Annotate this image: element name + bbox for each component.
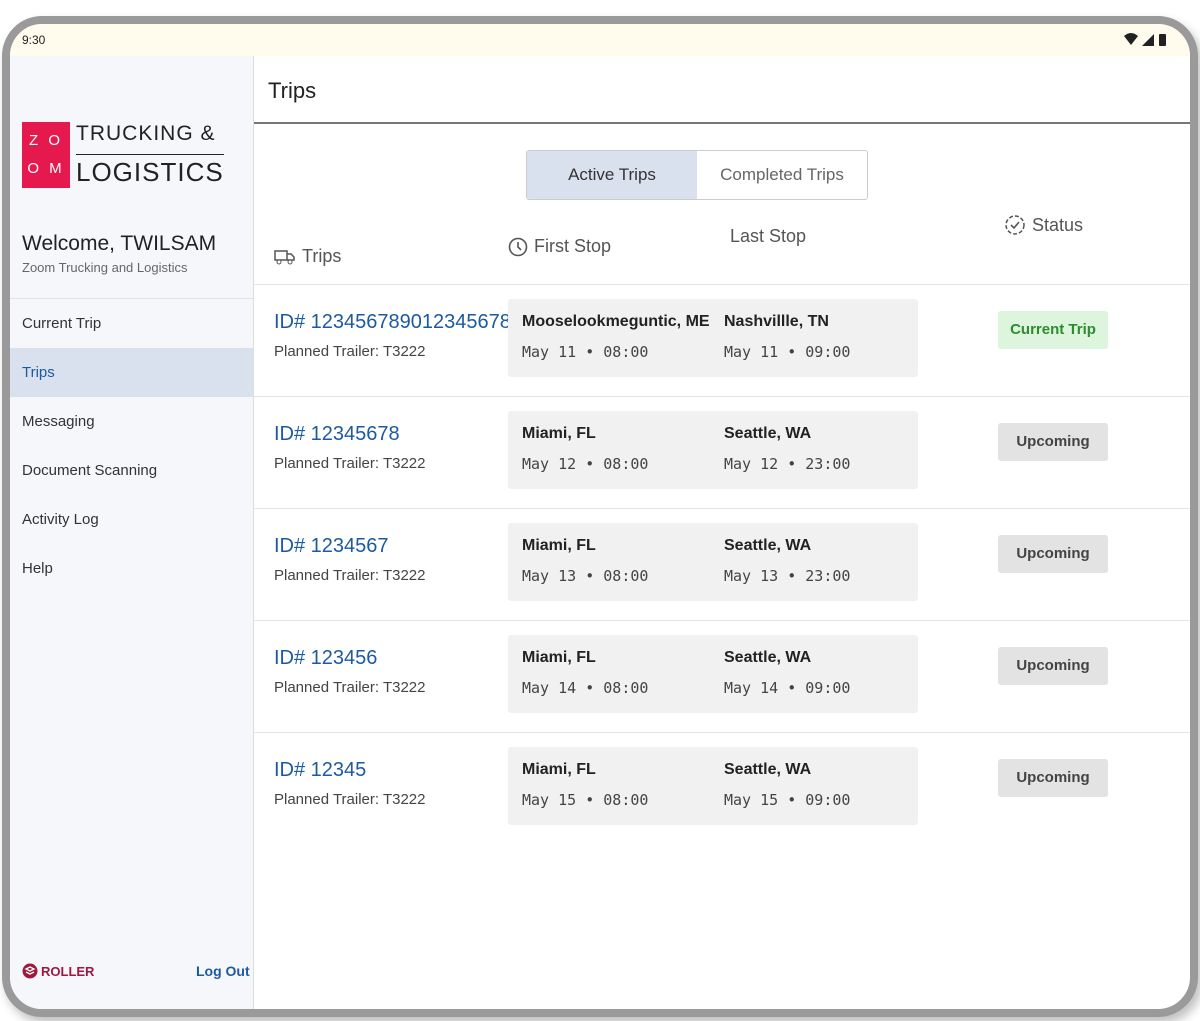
trailer: Planned Trailer: T3222 (274, 455, 426, 472)
last-stop-time: May 14 • 09:00 (724, 679, 851, 697)
last-stop-place: Nashvillle, TN (724, 313, 829, 330)
first-stop-time: May 15 • 08:00 (522, 791, 649, 809)
logo-text: TRUCKING & (76, 122, 216, 145)
check-icon (1005, 215, 1025, 235)
tab[interactable]: Completed Trips (720, 165, 844, 184)
column-header: Trips (274, 246, 341, 267)
sidebar: Z O O M TRUCKING & LOGISTICS Welcome, TW… (10, 56, 254, 1009)
first-stop-place: Miami, FL (522, 761, 596, 778)
nav-item[interactable]: Help (22, 560, 53, 577)
company: Zoom Trucking and Logistics (22, 260, 188, 275)
last-stop-time: May 13 • 23:00 (724, 567, 851, 585)
column-header: Last Stop (730, 226, 806, 247)
tablet: 9:30 Z O O M TRUCKING & LOGISTICS Welcom… (2, 16, 1198, 1017)
last-stop-time: May 11 • 09:00 (724, 343, 851, 361)
stops: Miami, FL May 15 • 08:00 Seattle, WA May 15… (508, 747, 918, 825)
nav-item[interactable]: Trips (10, 348, 253, 397)
status-badge: Current Trip (998, 311, 1108, 349)
trip-id[interactable]: ID# 12345678 (274, 423, 400, 445)
column-label: Trips (302, 246, 342, 266)
truck-icon (274, 249, 295, 264)
clock: 9:30 (22, 33, 46, 47)
nav-item[interactable]: Messaging (22, 413, 95, 430)
trip-row[interactable]: ID# 123456 Planned Trailer: T3222 Miami, F… (254, 620, 1190, 733)
last-stop-place: Seattle, WA (724, 537, 812, 554)
first-stop-place: Mooselookmeguntic, ME (522, 313, 710, 330)
clock-icon (508, 237, 528, 256)
trailer: Planned Trailer: T3222 (274, 343, 426, 360)
stops: Mooselookmeguntic, ME May 11 • 08:00 Nashv… (508, 299, 918, 377)
first-stop-time: May 14 • 08:00 (522, 679, 649, 697)
last-stop-time: May 15 • 09:00 (724, 791, 851, 809)
column-label: First Stop (534, 236, 612, 256)
last-stop-place: Seattle, WA (724, 761, 812, 778)
logo-mark-line: O M (27, 160, 65, 177)
logo-mark: Z O O M (22, 122, 70, 188)
trip-row[interactable]: ID# 12345678 Planned Trailer: T3222 Miami,… (254, 396, 1190, 509)
tab[interactable]: Active Trips (527, 151, 697, 199)
trip-id[interactable]: ID# 123456 (274, 647, 378, 669)
brand: ROLLER (22, 963, 94, 979)
status-badge: Upcoming (998, 647, 1108, 685)
trip-id[interactable]: ID# 1234567 (274, 535, 389, 557)
nav-item[interactable]: Activity Log (22, 511, 99, 528)
trip-row[interactable]: ID# 1234567 Planned Trailer: T3222 Miami, … (254, 508, 1190, 621)
last-stop-place: Seattle, WA (724, 425, 812, 442)
stops: Miami, FL May 12 • 08:00 Seattle, WA May 12… (508, 411, 918, 489)
nav-item[interactable]: Document Scanning (22, 462, 158, 479)
trip-id[interactable]: ID# 12345 (274, 759, 367, 781)
brand-icon (22, 963, 38, 979)
logo-mark-line: Z O (29, 132, 63, 149)
status-badge: Upcoming (998, 423, 1108, 461)
first-stop-time: May 12 • 08:00 (522, 455, 649, 473)
page-title: Trips (268, 78, 317, 103)
nav: Current Trip Trips Messaging Document Scann… (10, 298, 253, 593)
status-badge: Upcoming (998, 535, 1108, 573)
welcome: Welcome, TWILSAM (22, 232, 217, 255)
column-header: First Stop (508, 236, 611, 257)
tabs: Active Trips Completed Trips (526, 150, 868, 200)
trip-row[interactable]: ID# 12345 Planned Trailer: T3222 Miami, FL… (254, 732, 1190, 845)
stops: Miami, FL May 13 • 08:00 Seattle, WA May 13… (508, 523, 918, 601)
trailer: Planned Trailer: T3222 (274, 679, 426, 696)
trip-row[interactable]: ID# 123456789012345678 Planned Trailer: T… (254, 284, 1190, 397)
status-bar: 9:30 (10, 24, 1190, 56)
last-stop-place: Seattle, WA (724, 649, 812, 666)
first-stop-time: May 13 • 08:00 (522, 567, 649, 585)
status-badge: Upcoming (998, 759, 1108, 797)
main: Trips Active Trips Completed Trips Trips … (254, 56, 1190, 1009)
trip-id[interactable]: ID# 123456789012345678 (274, 311, 511, 333)
trailer: Planned Trailer: T3222 (274, 567, 426, 584)
separator (254, 122, 1190, 124)
last-stop-time: May 12 • 23:00 (724, 455, 851, 473)
column-header: Status (1004, 214, 1083, 236)
trailer: Planned Trailer: T3222 (274, 791, 426, 808)
stops: Miami, FL May 14 • 08:00 Seattle, WA May 14… (508, 635, 918, 713)
column-label: Status (1032, 214, 1084, 235)
first-stop-place: Miami, FL (522, 425, 596, 442)
status-icons (1124, 33, 1166, 46)
nav-item[interactable]: Current Trip (22, 315, 102, 332)
logout[interactable]: Log Out (196, 963, 250, 979)
first-stop-time: May 11 • 08:00 (522, 343, 649, 361)
first-stop-place: Miami, FL (522, 537, 596, 554)
column-label: Last Stop (730, 226, 807, 246)
brand-name: ROLLER (41, 963, 95, 979)
first-stop-place: Miami, FL (522, 649, 596, 666)
logo-text: LOGISTICS (76, 154, 224, 188)
